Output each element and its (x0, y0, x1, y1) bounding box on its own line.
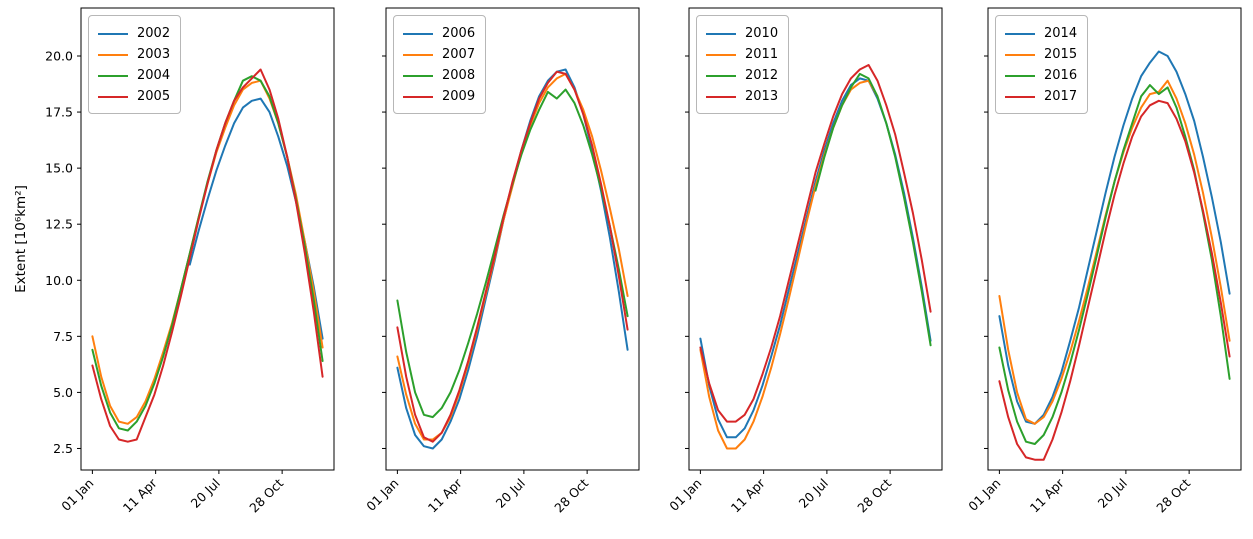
x-tick-label: 11 Apr (1027, 475, 1068, 516)
series-line-2003 (91, 79, 324, 425)
legend-line-swatch-2005 (98, 95, 128, 98)
series-line-2010 (699, 77, 932, 439)
legend-item-2002: 2002 (98, 23, 170, 44)
legend-item-2015: 2015 (1005, 44, 1077, 65)
series-line-2011 (699, 79, 879, 450)
legend-label: 2002 (137, 26, 171, 41)
legend-label: 2006 (442, 26, 476, 41)
x-tick-label: 01 Jan (58, 476, 96, 514)
legend-label: 2015 (1044, 47, 1078, 62)
legend-line-swatch-2013 (706, 95, 736, 98)
legend-line-swatch-2015 (1005, 53, 1035, 56)
legend-line-swatch-2014 (1005, 32, 1035, 35)
legend-label: 2007 (442, 47, 476, 62)
legend-item-2016: 2016 (1005, 65, 1077, 86)
y-tick-label: 5.0 (53, 385, 73, 400)
y-tick-label: 17.5 (45, 105, 73, 120)
legend-line-swatch-2003 (98, 53, 128, 56)
legend-item-2017: 2017 (1005, 86, 1077, 107)
legend-label: 2003 (137, 47, 171, 62)
legend-item-2005: 2005 (98, 86, 170, 107)
y-tick-label: 7.5 (53, 329, 73, 344)
panel-1-legend: 2002 2003 2004 2005 (88, 15, 182, 114)
x-tick-label: 01 Jan (363, 476, 401, 514)
series-line-2012 (814, 72, 932, 347)
legend-label: 2008 (442, 68, 476, 83)
legend-label: 2009 (442, 89, 476, 104)
legend-item-2008: 2008 (403, 65, 475, 86)
legend-label: 2017 (1044, 89, 1078, 104)
legend-line-swatch-2017 (1005, 95, 1035, 98)
panel-4-plot-box (987, 7, 1242, 471)
y-tick-label: 12.5 (45, 217, 73, 232)
y-tick-label: 20.0 (45, 48, 73, 63)
legend-label: 2011 (745, 47, 779, 62)
legend-item-2006: 2006 (403, 23, 475, 44)
series-line-2016 (998, 84, 1231, 445)
x-tick-label: 01 Jan (666, 476, 704, 514)
x-tick-label: 20 Jul (493, 476, 528, 511)
panel-3-legend: 2010 2011 2012 2013 (696, 15, 790, 114)
series-line-2015 (998, 79, 1231, 425)
series-line-2007 (396, 72, 629, 441)
legend-label: 2016 (1044, 68, 1078, 83)
legend-line-swatch-2008 (403, 74, 433, 77)
x-tick-label: 28 Oct (1153, 475, 1193, 515)
legend-item-2004: 2004 (98, 65, 170, 86)
series-line-2009 (396, 70, 629, 443)
panel-3-plot-box (688, 7, 943, 471)
series-line-2002 (188, 97, 324, 340)
legend-label: 2012 (745, 68, 779, 83)
series-line-2005 (91, 68, 324, 443)
legend-item-2009: 2009 (403, 86, 475, 107)
legend-label: 2014 (1044, 26, 1078, 41)
panel-2-plot-box (385, 7, 640, 471)
series-line-2017 (998, 99, 1231, 461)
legend-line-swatch-2007 (403, 53, 433, 56)
x-tick-label: 11 Apr (425, 475, 466, 516)
x-tick-label: 28 Oct (854, 475, 894, 515)
legend-label: 2004 (137, 68, 171, 83)
panel-1-plot-box (80, 7, 335, 471)
y-tick-label: 10.0 (45, 273, 73, 288)
legend-item-2010: 2010 (706, 23, 778, 44)
y-tick-label: 2.5 (53, 441, 73, 456)
legend-line-swatch-2016 (1005, 74, 1035, 77)
panel-4-legend: 2014 2015 2016 2017 (995, 15, 1089, 114)
x-tick-label: 20 Jul (188, 476, 223, 511)
legend-item-2014: 2014 (1005, 23, 1077, 44)
x-tick-label: 01 Jan (965, 476, 1003, 514)
x-tick-label: 20 Jul (1095, 476, 1130, 511)
x-tick-label: 11 Apr (120, 475, 161, 516)
legend-line-swatch-2002 (98, 32, 128, 35)
panel-2-legend: 2006 2007 2008 2009 (393, 15, 487, 114)
legend-line-swatch-2006 (403, 32, 433, 35)
y-tick-label: 15.0 (45, 161, 73, 176)
x-tick-label: 11 Apr (728, 475, 769, 516)
legend-line-swatch-2009 (403, 95, 433, 98)
legend-item-2003: 2003 (98, 44, 170, 65)
legend-label: 2005 (137, 89, 171, 104)
legend-item-2013: 2013 (706, 86, 778, 107)
legend-item-2011: 2011 (706, 44, 778, 65)
legend-item-2007: 2007 (403, 44, 475, 65)
series-line-2004 (91, 75, 324, 432)
legend-line-swatch-2004 (98, 74, 128, 77)
x-tick-label: 28 Oct (551, 475, 591, 515)
legend-line-swatch-2011 (706, 53, 736, 56)
legend-line-swatch-2012 (706, 74, 736, 77)
legend-item-2012: 2012 (706, 65, 778, 86)
legend-label: 2013 (745, 89, 779, 104)
x-tick-label: 28 Oct (246, 475, 286, 515)
series-line-2013 (699, 64, 932, 423)
x-tick-label: 20 Jul (796, 476, 831, 511)
series-line-2006 (396, 68, 629, 450)
legend-line-swatch-2010 (706, 32, 736, 35)
legend-label: 2010 (745, 26, 779, 41)
